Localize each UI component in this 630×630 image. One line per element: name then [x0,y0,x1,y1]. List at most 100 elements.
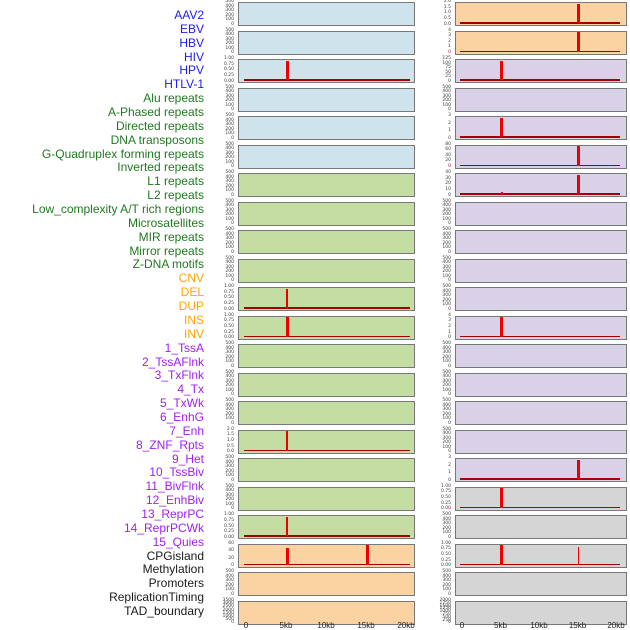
y-tick-label: 2.0 [443,0,451,4]
y-tick-label: 400 [442,516,451,522]
peak-bar [577,32,580,52]
y-tick-label: 300 [225,122,234,128]
track-panel [238,600,415,625]
track-label: 15_Quies [152,534,204,549]
track-panel [455,600,627,625]
y-axis-ticks: 500 400 300 200 100 0 [423,342,453,370]
y-tick-label: 500 [225,84,234,90]
track-label: 2_TssAFlnk [141,354,204,369]
y-tick-label: 100 [225,45,234,51]
y-tick-label: 0 [448,534,451,540]
signal-baseline [460,193,620,195]
y-tick-label: 200 [225,212,234,218]
y-axis-ticks: 2.0 1.5 1.0 0.5 0.0 [206,427,236,456]
y-tick-label: 3 [448,318,451,324]
y-tick-label: 400 [225,203,234,209]
track-panel [455,173,627,198]
y-axis-ticks: 500 400 300 200 100 0 [206,399,236,427]
y-tick-label: 500 [442,84,451,90]
y-tick-label: 500 [225,569,234,575]
y-tick-label: 500 [225,113,234,119]
y-tick-label: 20 [228,555,234,561]
y-tick-label: 500 [225,483,234,489]
signal-baseline [460,164,620,167]
y-tick-label: 300 [442,293,451,299]
y-axis-ticks: 1.00 0.75 0.50 0.25 0.00 [206,285,236,313]
y-tick-label: 0 [231,420,234,426]
y-tick-label: 2000 [222,607,234,613]
y-tick-label: 200 [225,126,234,132]
track-panel [455,315,627,340]
y-tick-label: 300 [225,464,234,470]
y-axis-ticks: 500 400 300 200 100 0 [423,427,453,456]
y-axis-ticks: 500 400 300 200 100 0 [206,171,236,199]
y-tick-label: 400 [225,3,234,9]
y-tick-label: 0 [231,363,234,369]
track-panel [238,2,415,26]
signal-baseline [460,79,620,81]
y-tick-label: 300 [225,378,234,384]
y-tick-label: 1.5 [226,432,234,438]
y-tick-label: 0 [231,135,234,141]
y-tick-label: 0.50 [223,523,234,529]
y-tick-label: 0 [231,107,234,113]
track-panel [455,344,627,369]
y-tick-label: 40 [445,152,451,158]
y-tick-label: 500 [442,614,451,620]
y-tick-label: 300 [225,264,234,270]
y-tick-label: 500 [442,198,451,204]
y-tick-label: 300 [225,93,234,99]
y-tick-label: 4 [448,312,451,318]
track-panel [238,258,415,283]
y-tick-label: 400 [225,146,234,152]
y-tick-label: 200 [225,269,234,275]
y-axis-ticks: 2000 1750 1500 1250 1000 750 500 250 0 [423,598,453,627]
y-tick-label: 50 [445,69,451,75]
track-label: Methylation [142,562,204,577]
y-tick-label: 0 [231,249,234,255]
track-label: Z-DNA motifs [132,257,204,272]
peak-bar [286,288,288,309]
track-panel [238,173,415,198]
peak-bar [365,545,369,565]
y-tick-label: 200 [442,411,451,417]
y-tick-label: 300 [442,350,451,356]
y-axis-ticks: 500 400 300 200 100 0 [423,513,453,541]
y-tick-label: 750 [442,612,451,617]
peak-bar [577,459,580,480]
signal-baseline [460,22,620,24]
track-label: 5_TxWk [159,396,204,411]
peak-bar [285,548,289,565]
y-tick-label: 2 [448,324,451,330]
y-axis-ticks: 500 400 300 200 100 0 [206,456,236,484]
y-tick-label: 0 [231,620,234,626]
y-tick-label: 0.00 [440,563,451,569]
y-tick-label: 100 [225,245,234,251]
y-tick-label: 0.75 [223,318,234,324]
track-label: DUP [178,299,204,314]
peak-bar [286,516,288,537]
y-tick-label: 300 [225,350,234,356]
y-tick-label: 400 [225,488,234,494]
y-tick-label: 0 [231,591,234,597]
track-panel [238,572,415,597]
track-label: 10_TssBiv [149,465,204,480]
track-panel [455,30,627,55]
y-tick-label: 400 [442,431,451,437]
y-tick-label: 0.75 [440,546,451,552]
y-axis-ticks: 500 400 300 200 100 0 [206,483,236,513]
y-tick-label: 0.00 [223,306,234,312]
y-tick-label: 0 [231,221,234,227]
track-label: L1 repeats [147,174,204,189]
track-panel [238,515,415,540]
y-tick-label: 200 [225,98,234,104]
signal-baseline [460,478,620,480]
track-label: 14_ReprPCWk [123,520,204,535]
y-tick-label: 500 [225,341,234,347]
track-panel [238,59,415,84]
track-label: 1_TssA [164,340,204,355]
y-tick-label: 500 [225,170,234,176]
y-tick-label: 0.25 [440,557,451,563]
signal-baseline [244,307,410,309]
